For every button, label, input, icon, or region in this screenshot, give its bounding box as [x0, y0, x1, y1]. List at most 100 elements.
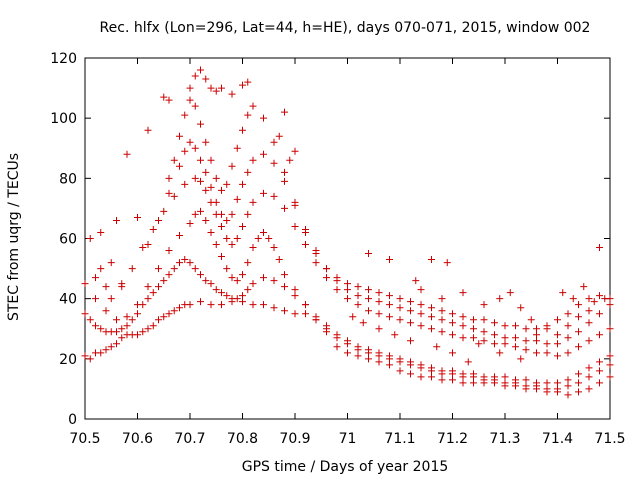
data-point — [543, 349, 551, 357]
data-point — [212, 174, 220, 182]
data-point — [480, 316, 488, 324]
x-tick-label: 70.6 — [122, 431, 153, 447]
data-point — [239, 81, 246, 89]
data-point — [128, 265, 136, 273]
data-point — [438, 307, 446, 315]
data-point — [170, 156, 178, 164]
data-point — [191, 265, 199, 273]
data-point — [596, 292, 603, 300]
data-point — [396, 316, 404, 324]
data-point — [480, 301, 488, 309]
data-point — [601, 295, 609, 303]
data-point — [239, 126, 246, 134]
data-point — [522, 382, 530, 390]
data-point — [160, 93, 168, 101]
data-point — [527, 316, 535, 324]
data-point — [386, 301, 393, 309]
data-point — [197, 298, 204, 306]
data-point — [270, 159, 278, 167]
data-point — [202, 216, 210, 224]
data-point — [596, 367, 603, 375]
data-point — [281, 204, 288, 212]
data-point — [407, 298, 414, 306]
data-point — [606, 352, 614, 360]
data-point — [564, 391, 572, 399]
data-point — [323, 325, 330, 333]
data-point — [428, 256, 435, 264]
data-point — [464, 358, 472, 366]
y-tick-label: 100 — [50, 111, 77, 127]
y-axis-title: STEC from uqrg / TECUs — [6, 153, 22, 321]
data-point — [449, 310, 456, 318]
data-point — [417, 286, 425, 294]
data-point — [275, 256, 283, 264]
data-point — [407, 361, 414, 369]
data-point — [354, 352, 362, 360]
data-point — [202, 168, 210, 176]
data-point — [244, 210, 252, 218]
data-point — [202, 75, 210, 83]
data-point — [92, 322, 99, 330]
data-point — [365, 355, 372, 363]
data-point — [197, 271, 204, 279]
data-point — [265, 235, 273, 242]
data-points — [81, 66, 614, 399]
data-point — [386, 256, 393, 264]
data-point — [233, 295, 241, 303]
data-point — [281, 108, 288, 116]
data-point — [449, 376, 456, 384]
data-point — [585, 307, 593, 315]
data-point — [354, 301, 362, 309]
data-point — [244, 259, 252, 267]
data-point — [186, 301, 194, 309]
data-point — [155, 316, 162, 324]
data-point — [375, 289, 383, 297]
data-point — [165, 96, 173, 104]
data-point — [543, 379, 551, 387]
data-point — [517, 355, 525, 363]
data-point — [149, 289, 157, 297]
data-point — [365, 295, 372, 303]
data-point — [197, 120, 204, 128]
x-tick-label: 71.1 — [384, 431, 415, 447]
data-point — [202, 138, 210, 146]
data-point — [281, 283, 288, 291]
data-point — [218, 84, 225, 92]
data-point — [176, 259, 183, 267]
x-tick-label: 70.9 — [279, 431, 310, 447]
data-point — [218, 210, 225, 218]
data-point — [249, 301, 257, 309]
data-point — [92, 274, 99, 282]
data-point — [233, 195, 241, 203]
data-point — [375, 352, 383, 360]
data-point — [386, 355, 393, 363]
data-point — [501, 340, 509, 348]
data-point — [281, 168, 288, 176]
data-point — [249, 198, 257, 206]
data-point — [239, 271, 246, 279]
data-point — [365, 250, 372, 258]
x-tick-label: 71.3 — [489, 431, 520, 447]
data-point — [160, 207, 168, 215]
data-point — [170, 307, 178, 315]
data-point — [386, 313, 393, 321]
data-point — [407, 337, 414, 345]
data-point — [102, 307, 110, 315]
data-point — [249, 244, 257, 252]
x-tick-label: 70.8 — [227, 431, 258, 447]
data-point — [354, 346, 362, 354]
data-point — [270, 304, 278, 312]
data-point — [260, 228, 267, 236]
data-point — [207, 228, 215, 236]
data-point — [596, 379, 603, 387]
data-point — [123, 150, 131, 158]
data-point — [344, 349, 351, 357]
data-point — [449, 331, 456, 339]
data-point — [470, 379, 477, 387]
data-point — [113, 316, 120, 324]
data-point — [312, 259, 320, 267]
y-tick-label: 80 — [59, 171, 77, 187]
data-point — [165, 271, 173, 279]
data-point — [354, 292, 362, 300]
data-point — [223, 216, 231, 224]
